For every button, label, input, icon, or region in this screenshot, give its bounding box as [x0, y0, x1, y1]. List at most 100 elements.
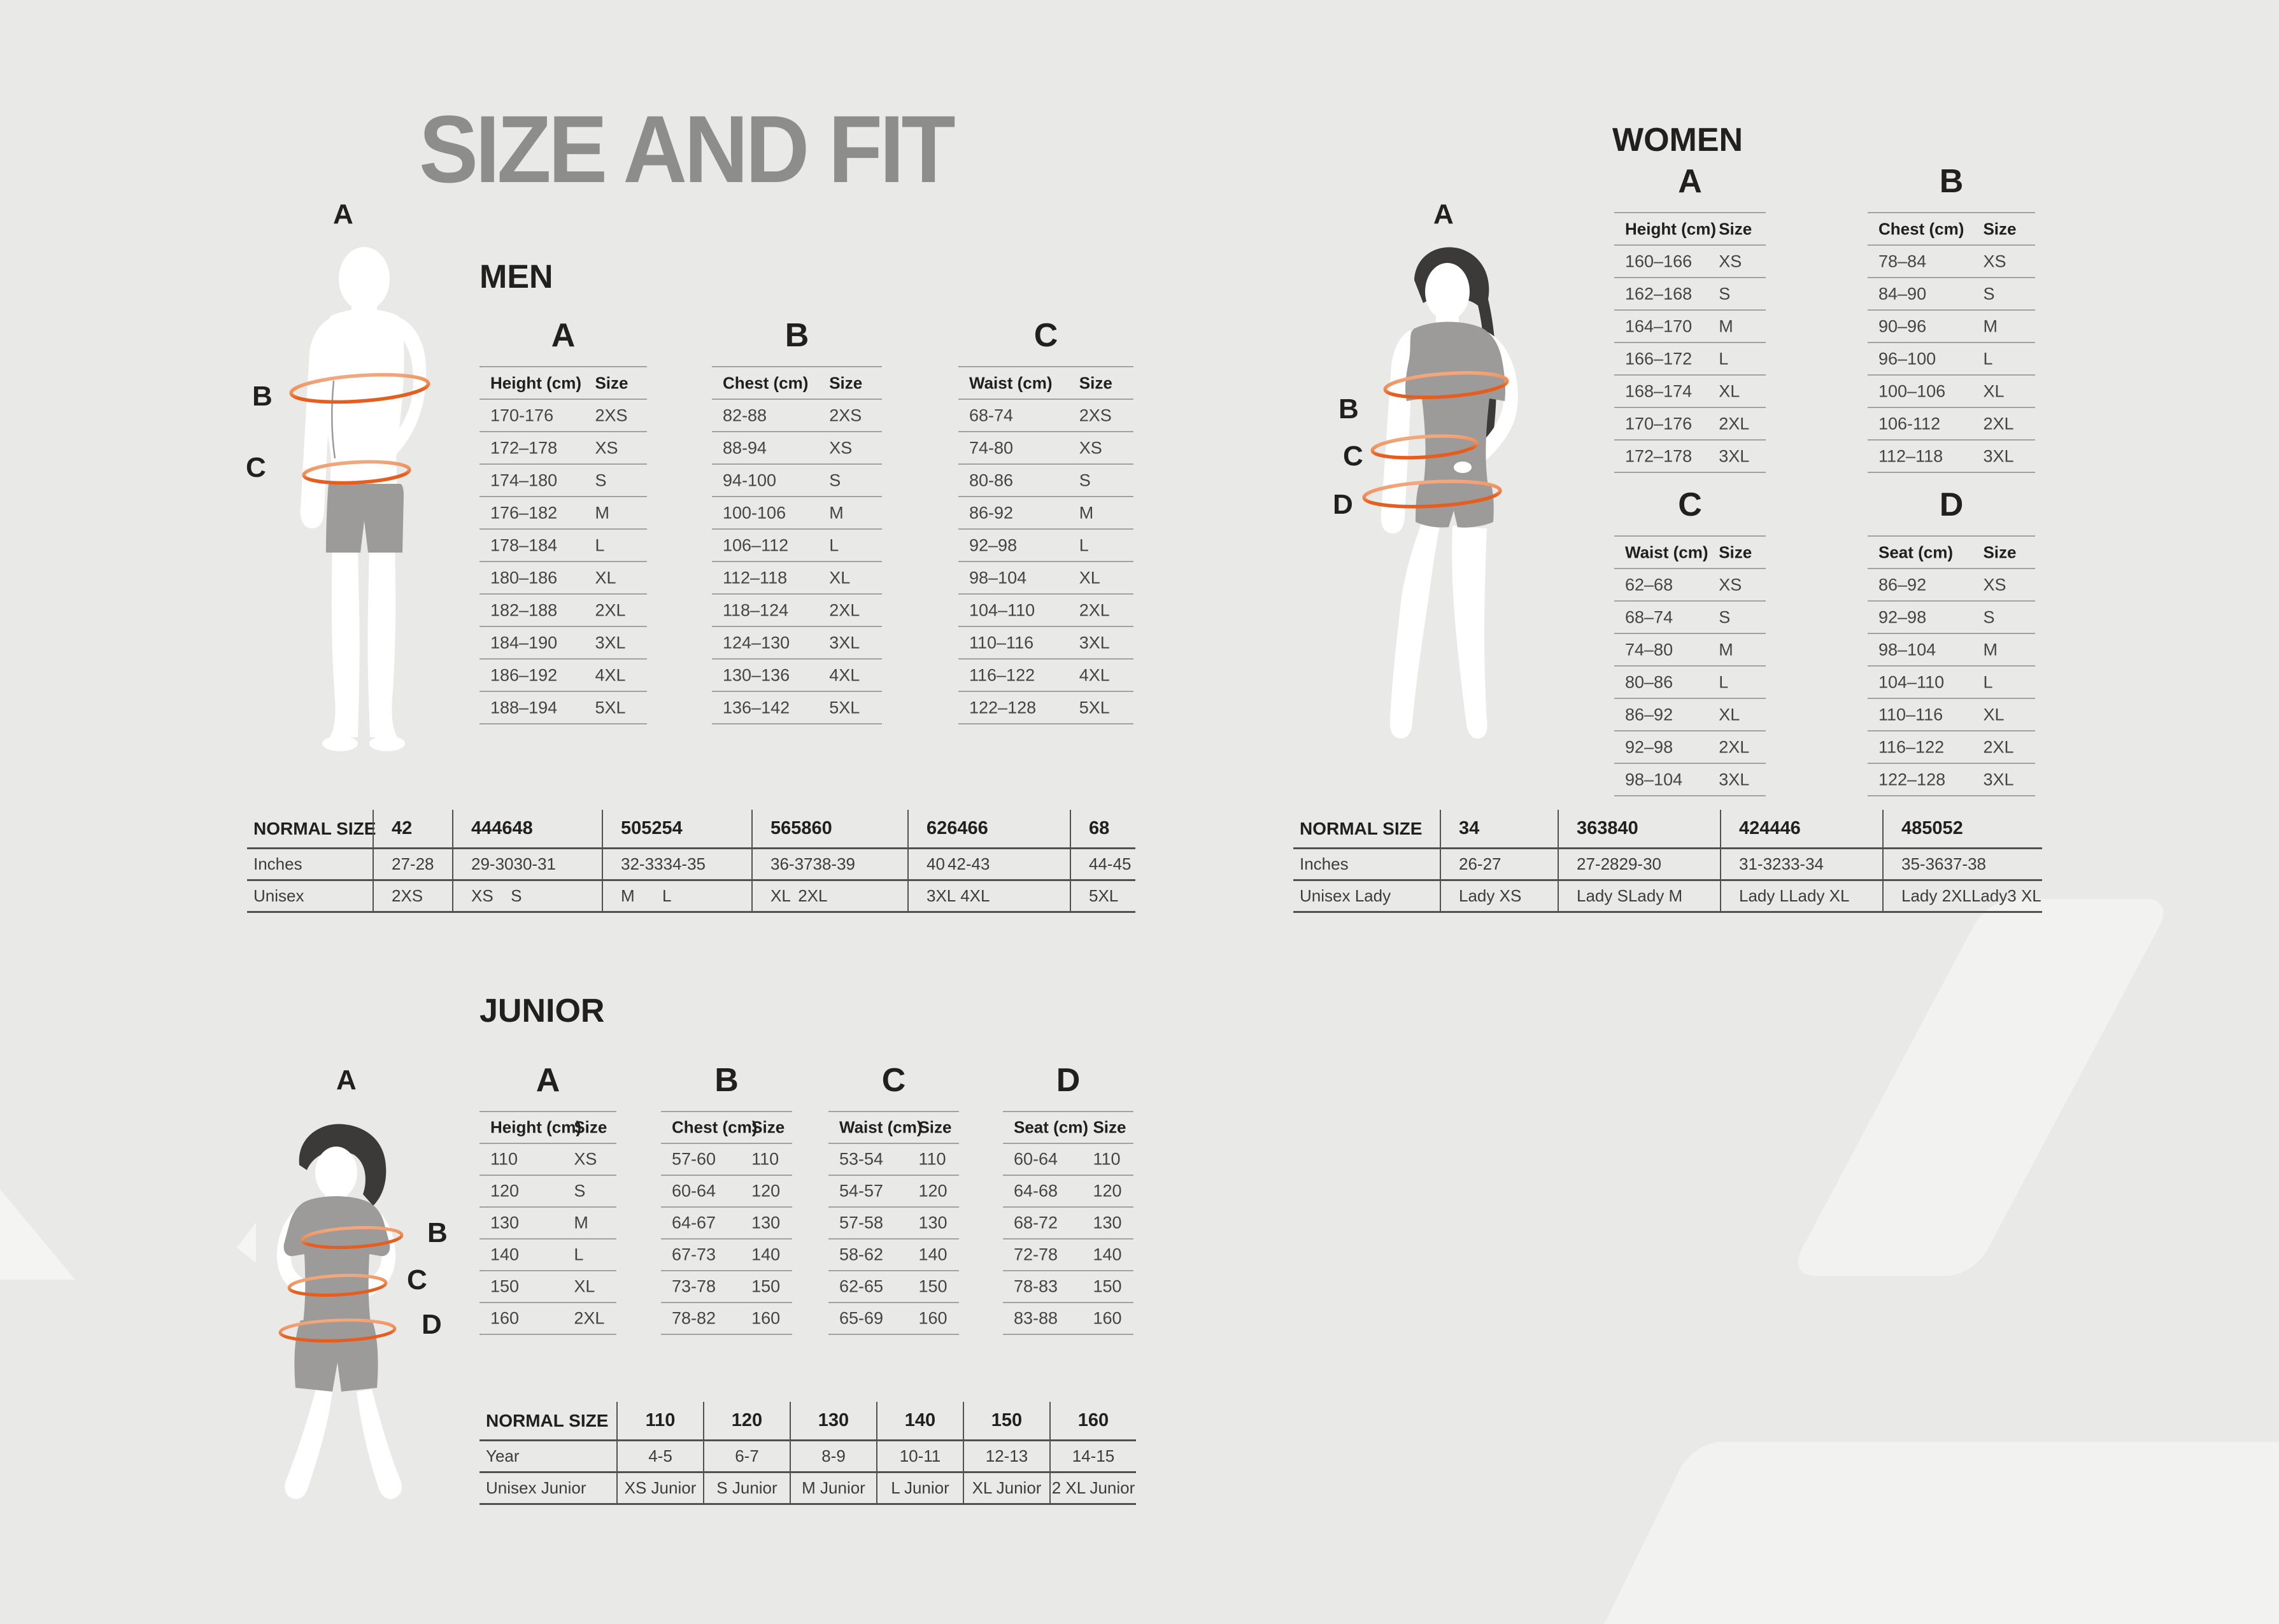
- column-header: Waist (cm): [969, 373, 1053, 392]
- normal-size-cell: 6-7: [703, 1441, 790, 1471]
- normal-size-cell: 2XS: [373, 881, 452, 911]
- table-row: 72-78 140: [1003, 1239, 1133, 1271]
- cell-value: 78-82: [672, 1308, 716, 1328]
- cell-value: 26-27: [1459, 854, 1502, 873]
- cell-value: 92–98: [1878, 607, 1927, 626]
- table-row: 62–68 XS: [1614, 569, 1766, 602]
- cell-value: 52: [641, 818, 662, 838]
- table-row: 60-64 110: [1003, 1144, 1133, 1176]
- cell-value: 110: [645, 1410, 676, 1430]
- normal-size-row: Unisex Junior XS Junior S Junior M Junior L …: [479, 1473, 1136, 1505]
- column-header: Seat (cm): [1878, 542, 1954, 561]
- cell-value: 74-80: [969, 438, 1014, 457]
- table-row: 188–194 5XL: [479, 692, 647, 724]
- cell-value: 3XL: [1983, 446, 2014, 465]
- cell-value: S: [829, 470, 841, 490]
- cell-value: XL: [770, 886, 791, 905]
- table-row: 100–106 XL: [1868, 376, 2035, 408]
- normal-size-cell: 4-5: [616, 1441, 703, 1471]
- column-header: Height (cm): [1625, 219, 1716, 238]
- cell-value: 38-39: [813, 854, 856, 873]
- cell-value: S: [1719, 607, 1731, 626]
- table-row: 116–122 2XL: [1868, 731, 2035, 764]
- cell-value: 62–68: [1625, 575, 1673, 594]
- junior-tee: [283, 1196, 390, 1328]
- cell-value: 78-83: [1014, 1276, 1058, 1296]
- column-header: Size: [1719, 219, 1752, 238]
- cell-value: 38: [1597, 818, 1618, 838]
- cell-value: 168–174: [1625, 381, 1693, 400]
- table-row: 104–110 2XL: [958, 595, 1133, 627]
- cell-value: 150: [490, 1276, 520, 1296]
- cell-value: 29-30: [1619, 854, 1662, 873]
- cell-value: 80-86: [969, 470, 1014, 490]
- column-header: Chest (cm): [1878, 219, 1964, 238]
- cell-value: XS: [595, 438, 618, 457]
- cell-value: L: [1719, 672, 1729, 691]
- table-body: Seat (cm) Size 60-64 110 64-68 120 68-72 130 72-…: [1003, 1111, 1133, 1335]
- table-letter: A: [1678, 163, 1702, 200]
- cell-value: 33-34: [1781, 854, 1824, 873]
- cell-value: 118–124: [723, 600, 789, 619]
- cell-value: Lady XL: [1789, 886, 1850, 905]
- column-header: Chest (cm): [723, 373, 809, 392]
- men-normal-size-table: NORMAL SIZE 42 44 46 48 50 52 54 56 58 60 62 64 66 68 I…: [247, 810, 1135, 913]
- table-row: 136–142 5XL: [712, 692, 882, 724]
- column-header: Size: [595, 373, 628, 392]
- table-row: 86-92 M: [958, 497, 1133, 530]
- cell-value: XS: [829, 438, 853, 457]
- normal-size-cell: XS S: [452, 881, 602, 911]
- cell-value: S: [1983, 284, 1995, 303]
- cell-value: 44-45: [1089, 854, 1132, 873]
- cell-value: 130: [1093, 1213, 1122, 1232]
- logo-watermark-triangle: [0, 1189, 75, 1280]
- cell-value: XS: [1983, 575, 2006, 594]
- junior-table-a-height: A Height (cm) Size 110 XS 120 S 130 M 140 L 150 XL 16…: [479, 1062, 616, 1335]
- table-letter: B: [785, 317, 809, 354]
- logo-watermark-sliver: [237, 1222, 256, 1263]
- column-header: Size: [918, 1117, 952, 1137]
- cell-value: 3XL: [927, 886, 956, 905]
- table-row: 166–172 L: [1614, 343, 1766, 376]
- cell-value: L: [595, 535, 605, 554]
- cell-value: 2XS: [829, 406, 862, 425]
- cell-value: L: [662, 886, 672, 905]
- table-row: 164–170 M: [1614, 311, 1766, 343]
- cell-value: 60-64: [1014, 1149, 1058, 1169]
- cell-value: S Junior: [716, 1478, 777, 1497]
- cell-value: M: [1983, 640, 1998, 659]
- cell-value: XL: [595, 568, 616, 587]
- table-row: 110 XS: [479, 1144, 616, 1176]
- table-row: 130 M: [479, 1208, 616, 1239]
- cell-value: 5XL: [595, 698, 626, 717]
- cell-value: L: [1983, 672, 1993, 691]
- cell-value: 120: [731, 1410, 763, 1430]
- cell-value: 83-88: [1014, 1308, 1058, 1328]
- table-row: 74-80 XS: [958, 432, 1133, 465]
- cell-value: 150: [918, 1276, 948, 1296]
- cell-value: 2XL: [1719, 737, 1750, 756]
- women-figure-illustration: [1362, 247, 1518, 739]
- cell-value: S: [1079, 470, 1091, 490]
- cell-value: 86–92: [1625, 705, 1673, 724]
- table-body: Seat (cm) Size 86–92 XS 92–98 S 98–104 M 104–110…: [1868, 535, 2035, 796]
- cell-value: 96–100: [1878, 349, 1936, 368]
- table-row: 80–86 L: [1614, 667, 1766, 699]
- cell-value: 140: [918, 1245, 948, 1264]
- cell-value: 2XL: [798, 886, 828, 905]
- cell-value: 64-68: [1014, 1181, 1058, 1201]
- normal-size-cell: M Junior: [790, 1473, 876, 1503]
- cell-value: 60: [811, 818, 832, 838]
- cell-value: 110–116: [1878, 705, 1943, 724]
- column-header: Size: [574, 1117, 607, 1137]
- cell-value: 57-60: [672, 1149, 716, 1169]
- cell-value: 27-28: [1577, 854, 1619, 873]
- cell-value: 2XL: [595, 600, 626, 619]
- table-row: 112–118 3XL: [1868, 441, 2035, 473]
- cell-value: 104–110: [969, 600, 1035, 619]
- cell-value: M: [574, 1213, 588, 1232]
- cell-value: 78–84: [1878, 251, 1927, 271]
- men-table-a-height: A Height (cm) Size 170-176 2XS 172–178 XS 174–1…: [479, 317, 647, 724]
- table-row: 94-100 S: [712, 465, 882, 497]
- cell-value: XS Junior: [624, 1478, 697, 1497]
